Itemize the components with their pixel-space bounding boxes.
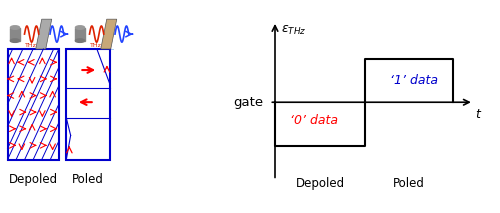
Text: ‘0’ data: ‘0’ data xyxy=(290,114,339,128)
Polygon shape xyxy=(10,27,20,41)
Ellipse shape xyxy=(10,39,20,42)
Text: Depoled: Depoled xyxy=(8,173,58,186)
Polygon shape xyxy=(36,19,52,49)
Ellipse shape xyxy=(76,26,84,29)
Text: Depoled: Depoled xyxy=(296,177,344,190)
Ellipse shape xyxy=(76,39,84,42)
Text: ‘1’ data: ‘1’ data xyxy=(390,74,438,87)
Text: THz: THz xyxy=(90,43,102,48)
Bar xyxy=(8,49,59,160)
Ellipse shape xyxy=(10,26,20,29)
Polygon shape xyxy=(76,27,84,41)
Polygon shape xyxy=(100,19,117,49)
Text: THz: THz xyxy=(26,43,37,48)
Text: $\varepsilon_{THz}$: $\varepsilon_{THz}$ xyxy=(280,24,306,37)
Text: t: t xyxy=(475,108,480,121)
Text: Poled: Poled xyxy=(393,177,425,190)
Text: gate: gate xyxy=(234,96,264,109)
Text: Poled: Poled xyxy=(72,173,104,186)
Bar xyxy=(66,49,110,160)
